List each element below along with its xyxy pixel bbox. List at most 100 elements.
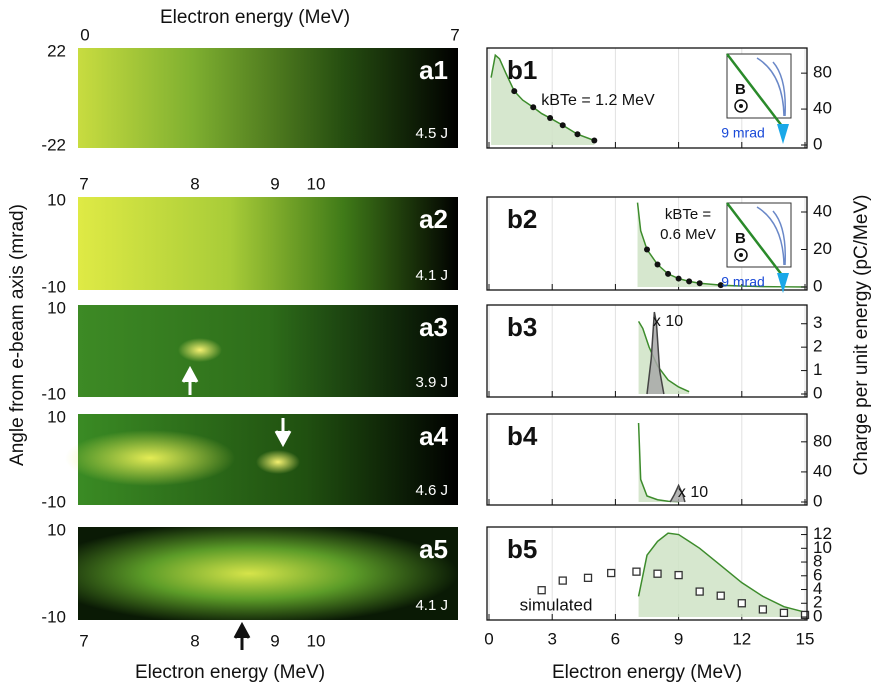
- inset-symbol: [739, 104, 743, 108]
- annotation: x 10: [653, 313, 683, 330]
- y-tick-label: 0: [813, 134, 822, 153]
- line: [637, 532, 806, 613]
- image-a5: [78, 527, 458, 620]
- left-ylabel: Angle from e-beam axis (mrad): [7, 204, 28, 466]
- marker: [607, 568, 616, 578]
- marker: [737, 599, 746, 608]
- y-tick-label: 40: [813, 201, 832, 220]
- inset-detector: [777, 273, 789, 293]
- y-tick-label: 22: [47, 41, 66, 60]
- y-tick-label: 0: [813, 276, 822, 295]
- marker: [511, 88, 518, 95]
- y-tick-label: 8: [813, 552, 822, 571]
- marker: [653, 569, 662, 578]
- y-tick-label: 0: [813, 383, 822, 402]
- y-tick-label: 12: [813, 524, 832, 543]
- y-tick-label: -10: [41, 277, 66, 296]
- inset-beam: [726, 53, 786, 131]
- marker: [654, 261, 661, 268]
- y-tick-label: 10: [47, 407, 66, 426]
- y-tick-label: -22: [41, 135, 66, 154]
- panel-label: b5: [507, 534, 537, 564]
- energy-label: 4.6 J: [415, 482, 448, 499]
- panel-label: a3: [419, 312, 448, 342]
- plot-frame: [486, 526, 808, 621]
- marker: [675, 275, 682, 282]
- line: [637, 422, 679, 503]
- x-tick-label: 15: [796, 629, 815, 648]
- panel-label: b1: [507, 55, 537, 85]
- arrow: [233, 621, 251, 650]
- inset-angle: 9 mrad: [721, 274, 765, 290]
- left-top-xlabel: Electron energy (MeV): [160, 7, 350, 28]
- marker: [558, 576, 567, 585]
- inset-angle: 9 mrad: [721, 125, 765, 141]
- x-tick-label: 8: [190, 631, 199, 650]
- area: [638, 533, 805, 617]
- marker: [530, 104, 537, 111]
- marker: [632, 567, 641, 576]
- marker: [559, 122, 566, 129]
- inset-beam: [726, 202, 786, 280]
- spot: [256, 450, 300, 474]
- x-tick-label: 3: [547, 629, 556, 648]
- y-tick-label: 2: [813, 593, 822, 612]
- x-tick-label: 7: [450, 25, 459, 44]
- inset-orbit: [756, 57, 786, 117]
- x-tick-label: 10: [307, 631, 326, 650]
- right-ylabel: Charge per unit energy (pC/MeV): [851, 195, 872, 476]
- inset-frame: [726, 202, 792, 268]
- marker: [665, 270, 672, 277]
- image-a1: [78, 48, 458, 148]
- spot: [178, 338, 222, 362]
- y-tick-label: -10: [41, 607, 66, 626]
- area: [637, 202, 805, 287]
- x-tick-label: 6: [611, 629, 620, 648]
- y-tick-label: 20: [813, 239, 832, 258]
- inset-detector: [777, 124, 789, 144]
- inset-symbol: [734, 248, 748, 262]
- inset-frame: [726, 53, 792, 119]
- marker: [583, 573, 593, 582]
- annotation: kBTe =: [665, 206, 712, 223]
- energy-label: 4.1 J: [415, 597, 448, 614]
- panel-label: a1: [419, 55, 448, 85]
- line: [646, 311, 665, 395]
- inset-symbol: [739, 253, 743, 257]
- series-label: simulated: [520, 595, 593, 614]
- line: [669, 483, 686, 503]
- y-tick-label: 1: [813, 360, 822, 379]
- y-tick-label: 6: [813, 565, 822, 584]
- marker: [779, 608, 789, 618]
- image-a2: [78, 197, 458, 290]
- arrow: [274, 418, 292, 448]
- y-tick-label: -10: [41, 384, 66, 403]
- y-tick-label: 40: [813, 99, 832, 118]
- annotation: x 10: [678, 484, 708, 501]
- marker: [674, 570, 683, 580]
- y-tick-label: 80: [813, 63, 832, 82]
- x-tick-label: 9: [270, 174, 279, 193]
- marker: [758, 605, 768, 614]
- marker: [717, 282, 724, 289]
- area: [638, 321, 690, 394]
- panel-label: b4: [507, 421, 538, 451]
- marker: [547, 115, 554, 122]
- image-a3: [78, 305, 458, 397]
- energy-label: 4.5 J: [415, 125, 448, 142]
- x-tick-label: 0: [80, 25, 89, 44]
- marker: [537, 586, 546, 595]
- y-tick-label: 0: [813, 491, 822, 510]
- y-tick-label: 10: [47, 520, 66, 539]
- marker: [591, 137, 598, 144]
- marker: [716, 591, 725, 600]
- area: [638, 423, 679, 502]
- y-tick-label: 2: [813, 337, 822, 356]
- panel-label: a4: [419, 421, 448, 451]
- arrow: [181, 365, 199, 395]
- marker: [574, 131, 581, 138]
- x-tick-label: 0: [484, 629, 493, 648]
- y-tick-label: 10: [47, 298, 66, 317]
- left-images: [65, 48, 458, 650]
